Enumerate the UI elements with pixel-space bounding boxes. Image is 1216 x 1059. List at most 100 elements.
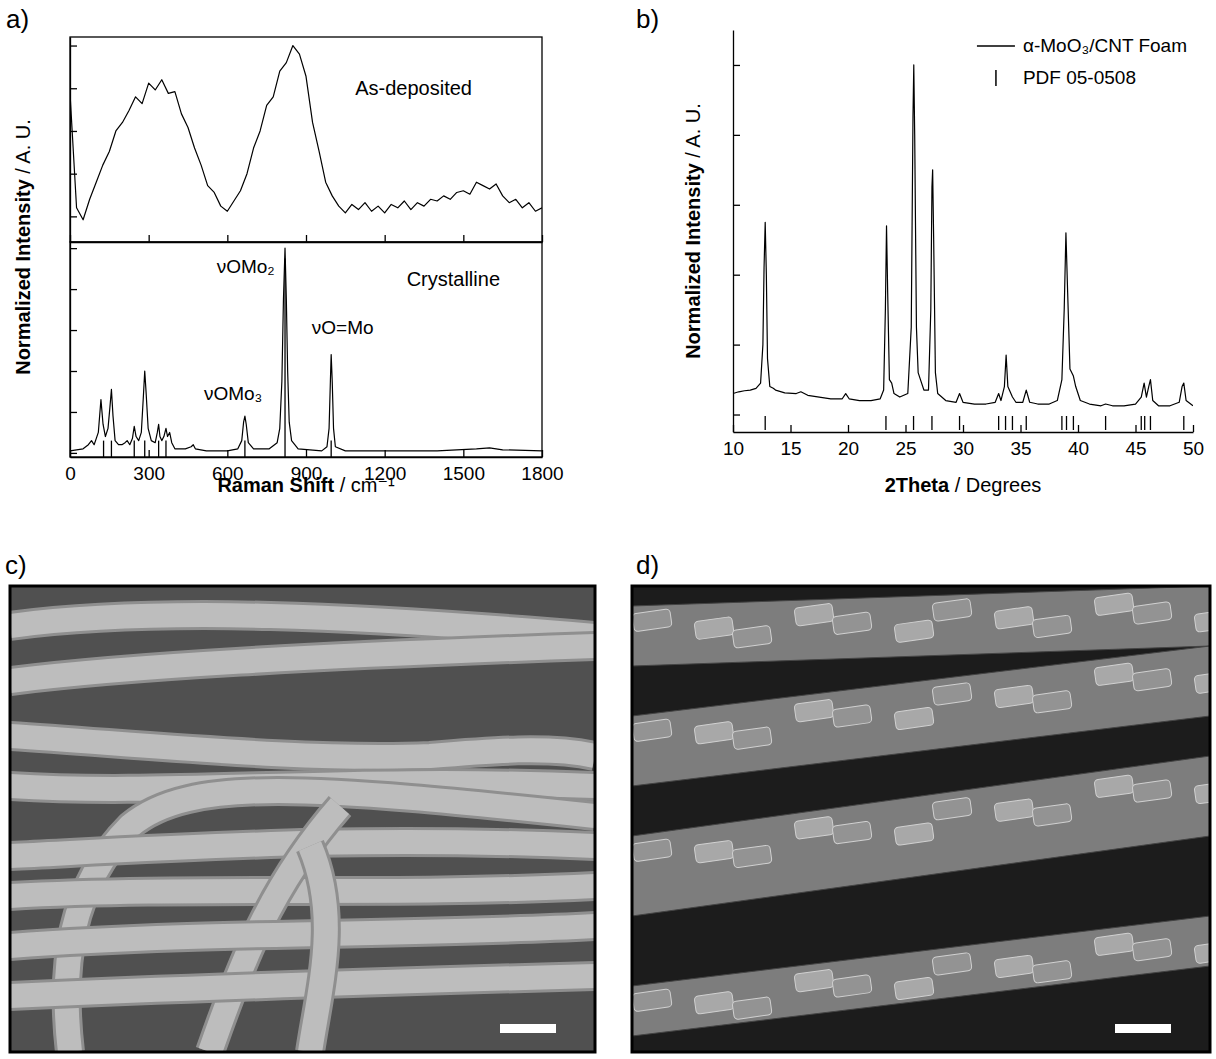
scale-bar (1115, 1024, 1171, 1033)
reference-stick (1005, 416, 1006, 430)
tick-mark (149, 450, 150, 457)
axis-line (734, 432, 1194, 433)
crystal-plate (832, 974, 872, 997)
panel-label: a) (6, 4, 29, 34)
tick-mark (70, 453, 77, 454)
crystal-plate (894, 822, 934, 845)
fiber (10, 615, 595, 636)
crystal-plate (832, 612, 872, 635)
y-axis (70, 38, 77, 243)
crystal-band (632, 646, 1210, 786)
fiber (10, 976, 595, 996)
crystal-band (632, 916, 1210, 1036)
tick-label: 30 (953, 438, 974, 459)
reference-stick (165, 441, 166, 457)
y-axis (733, 31, 740, 433)
reference-stick (998, 416, 999, 430)
x-axis: 101520253035404550 (723, 425, 1204, 459)
fiber-edge (10, 976, 595, 996)
axis-line (71, 457, 543, 458)
axis-title: Raman Shift / cm⁻¹ (217, 474, 395, 496)
crystal-plate (894, 620, 934, 643)
crystal-plate (1132, 780, 1172, 803)
fiber-edge (10, 646, 595, 681)
tick-mark (733, 205, 740, 206)
tick-mark (733, 344, 740, 345)
axis-line (70, 243, 71, 458)
tick (733, 345, 740, 346)
tick-mark (1193, 425, 1194, 432)
tick-mark (963, 425, 964, 432)
axis-title-main: Raman Shift (217, 474, 334, 496)
tick-mark (70, 45, 77, 46)
plot: Normalized Intensity / A. U. a) As-deposit… (6, 4, 543, 375)
reference-stick (931, 416, 932, 430)
axis-title-unit: / A. U. (12, 119, 34, 173)
crystal-plate (994, 955, 1034, 978)
legend-label: Crystalline (407, 268, 500, 290)
crystal-plate (794, 699, 834, 722)
reference-stick (1105, 416, 1106, 430)
tick-mark (542, 235, 543, 242)
crystal-plate (994, 799, 1034, 822)
reference-stick (284, 258, 285, 457)
reference-stick (1066, 416, 1067, 430)
tick-mark (733, 135, 740, 136)
reference-stick (1183, 416, 1184, 430)
tick-mark (70, 88, 77, 89)
crystal-plate (1094, 663, 1134, 686)
tick-mark (70, 216, 77, 217)
tick (733, 65, 740, 66)
reference-stick (1026, 416, 1027, 430)
crystal-plate (794, 816, 834, 839)
tick (542, 235, 543, 242)
crystal-plate (694, 721, 734, 744)
tick-label: 1500 (443, 463, 485, 484)
tick (733, 275, 740, 276)
tick-label: 10 (723, 438, 744, 459)
image-background (10, 586, 595, 1052)
data (733, 65, 1193, 430)
tick-mark (542, 450, 543, 457)
legend-label: PDF 05-0508 (1023, 67, 1136, 88)
tick (70, 174, 77, 175)
reference-stick (1144, 416, 1145, 430)
reference-stick (1012, 416, 1013, 430)
plot-frame (70, 37, 542, 242)
tick (70, 131, 77, 132)
tick-mark (227, 450, 228, 457)
panel-label: b) (636, 4, 659, 34)
crystal-plate (994, 685, 1034, 708)
tick-mark (733, 275, 740, 276)
legend-label: As-deposited (355, 77, 472, 99)
tick-mark (70, 371, 77, 372)
tick-label: 15 (780, 438, 801, 459)
tick-label: 0 (65, 463, 76, 484)
axis-title-unit: / Degrees (955, 474, 1042, 496)
data (70, 46, 542, 220)
fiber (10, 736, 595, 757)
tick (70, 88, 77, 89)
axis-title-main: 2Theta (885, 474, 950, 496)
crystal-plate (1194, 671, 1210, 694)
fiber-edge (10, 926, 595, 946)
tick-mark (70, 248, 77, 249)
axis-title: Normalized Intensity / A. U. (12, 119, 34, 375)
crystal-plate (1094, 933, 1134, 956)
tick (733, 135, 740, 136)
reference-stick (913, 416, 914, 430)
reference-stick (1061, 416, 1062, 430)
axis-title-unit: / cm⁻¹ (340, 474, 395, 496)
crystal-plate (632, 609, 672, 632)
axis-title-main: Normalized Intensity (682, 162, 704, 358)
fiber (10, 646, 595, 681)
crystal-plate (994, 606, 1034, 629)
series-line (70, 46, 542, 220)
crystal-plate (632, 839, 672, 862)
tick-mark (385, 235, 386, 242)
axis-line (70, 38, 71, 243)
reference-stick (959, 416, 960, 430)
y-axis (70, 243, 77, 458)
tick: 50 (1183, 425, 1204, 459)
crystal-plate (894, 707, 934, 730)
